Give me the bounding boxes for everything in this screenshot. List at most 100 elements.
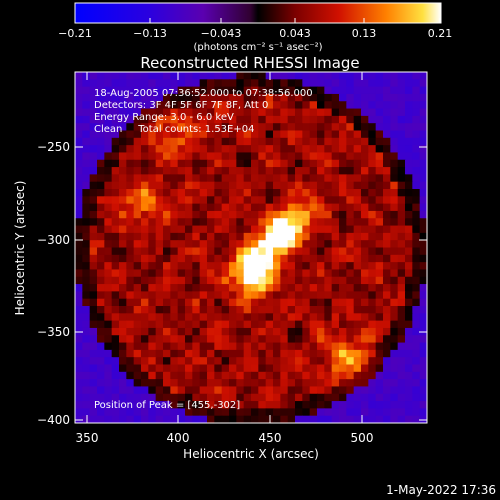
heatmap-cell (287, 210, 296, 219)
heatmap-cell (155, 189, 164, 197)
heatmap-cell (405, 181, 413, 190)
heatmap-cell (185, 284, 193, 292)
heatmap-cell (353, 123, 362, 132)
heatmap-cell (331, 335, 340, 344)
heatmap-cell (229, 262, 237, 271)
heatmap-cell (236, 181, 245, 190)
heatmap-cell (185, 145, 193, 154)
heatmap-cell (126, 115, 135, 124)
heatmap-cell (346, 152, 355, 161)
heatmap-cell (368, 335, 377, 344)
heatmap-cell (75, 306, 83, 314)
heatmap-cell (82, 130, 91, 139)
heatmap-cell (397, 327, 406, 336)
heatmap-cell (97, 386, 105, 395)
heatmap-cell (192, 254, 201, 263)
heatmap-cell (397, 335, 406, 344)
heatmap-cell (317, 79, 325, 88)
heatmap-cell (258, 203, 267, 212)
heatmap-cell (119, 313, 127, 322)
heatmap-cell (185, 174, 193, 183)
heatmap-cell (361, 276, 369, 285)
heatmap-cell (339, 196, 347, 205)
heatmap-cell (111, 320, 120, 329)
heatmap-cell (177, 210, 186, 219)
heatmap-cell (280, 196, 289, 205)
heatmap-cell (229, 152, 237, 161)
heatmap-cell (126, 130, 135, 139)
heatmap-cell (89, 298, 98, 307)
heatmap-cell (368, 284, 377, 292)
heatmap-cell (119, 174, 127, 183)
heatmap-cell (214, 349, 223, 358)
heatmap-cell (133, 327, 142, 336)
heatmap-cell (104, 342, 113, 351)
heatmap-cell (390, 167, 399, 175)
heatmap-cell (383, 335, 391, 344)
heatmap-cell (361, 159, 369, 168)
heatmap-cell (104, 101, 113, 110)
heatmap-cell (229, 240, 237, 249)
heatmap-cell (390, 101, 399, 110)
heatmap-cell (324, 181, 333, 190)
heatmap-cell (405, 254, 413, 263)
heatmap-cell (89, 276, 98, 285)
heatmap-cell (317, 101, 325, 110)
heatmap-cell (309, 349, 318, 358)
heatmap-cell (295, 167, 303, 175)
heatmap-cell (177, 254, 186, 263)
heatmap-cell (251, 276, 259, 285)
heatmap-cell (214, 72, 223, 80)
heatmap-cell (119, 130, 127, 139)
heatmap-cell (104, 349, 113, 358)
heatmap-cell (177, 174, 186, 183)
colorbar-tick-label: 0.043 (279, 27, 311, 40)
heatmap-cell (111, 145, 120, 154)
heatmap-cell (273, 225, 281, 234)
heatmap-cell (82, 189, 91, 197)
heatmap-cell (287, 349, 296, 358)
heatmap-cell (390, 386, 399, 395)
heatmap-cell (258, 342, 267, 351)
heatmap-cell (265, 386, 274, 395)
heatmap-cell (214, 203, 223, 212)
heatmap-cell (265, 86, 274, 95)
heatmap-cell (207, 218, 215, 227)
heatmap-cell (390, 254, 399, 263)
heatmap-cell (82, 137, 91, 146)
heatmap-cell (353, 79, 362, 88)
heatmap-cell (280, 393, 289, 402)
heatmap-cell (302, 379, 311, 388)
heatmap-cell (397, 262, 406, 271)
heatmap-cell (280, 167, 289, 175)
heatmap-cell (214, 79, 223, 88)
heatmap-cell (89, 232, 98, 241)
heatmap-cell (324, 123, 333, 132)
heatmap-cell (331, 93, 340, 102)
heatmap-cell (295, 240, 303, 249)
heatmap-cell (89, 152, 98, 161)
heatmap-cell (375, 225, 384, 234)
heatmap-cell (75, 276, 83, 285)
heatmap-cell (119, 240, 127, 249)
heatmap-cell (82, 152, 91, 161)
heatmap-cell (141, 203, 149, 212)
heatmap-cell (265, 152, 274, 161)
heatmap-cell (214, 101, 223, 110)
heatmap-cell (390, 408, 399, 417)
heatmap-cell (163, 218, 171, 227)
heatmap-cell (243, 232, 252, 241)
heatmap-cell (207, 93, 215, 102)
heatmap-cell (397, 79, 406, 88)
heatmap-cell (412, 408, 421, 417)
heatmap-cell (265, 232, 274, 241)
heatmap-cell (155, 101, 164, 110)
heatmap-cell (412, 240, 421, 249)
heatmap-cell (236, 247, 245, 256)
heatmap-cell (177, 284, 186, 292)
heatmap-cell (155, 72, 164, 80)
heatmap-cell (361, 72, 369, 80)
heatmap-cell (177, 269, 186, 278)
heatmap-cell (353, 415, 362, 423)
heatmap-cell (236, 327, 245, 336)
